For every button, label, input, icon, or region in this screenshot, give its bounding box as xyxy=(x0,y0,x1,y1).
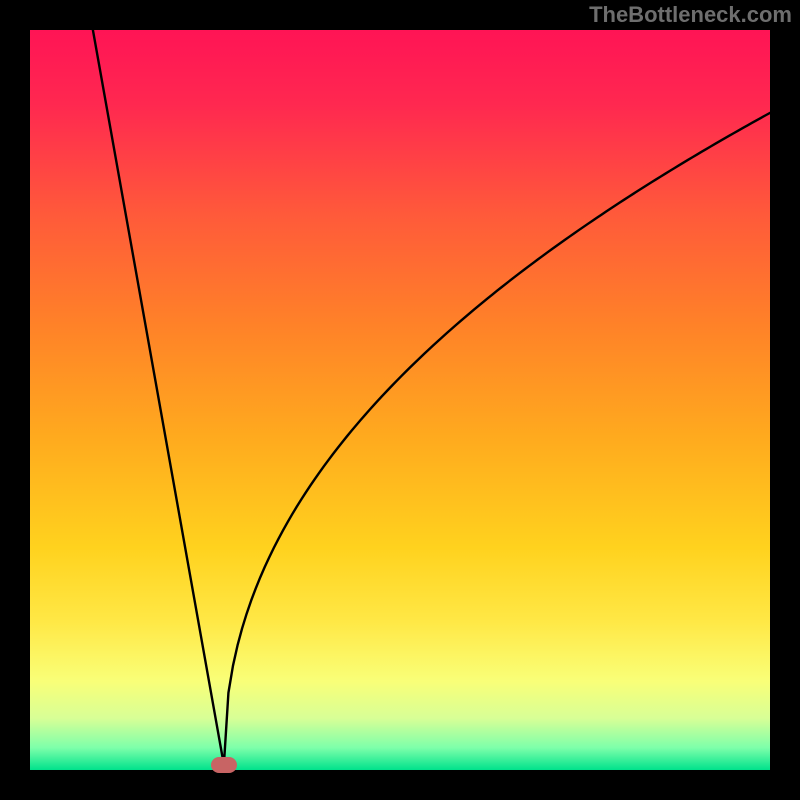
watermark-text: TheBottleneck.com xyxy=(589,2,792,28)
bottleneck-curve xyxy=(30,30,770,770)
chart-plot-area xyxy=(30,30,770,770)
optimal-point-marker xyxy=(211,757,237,773)
